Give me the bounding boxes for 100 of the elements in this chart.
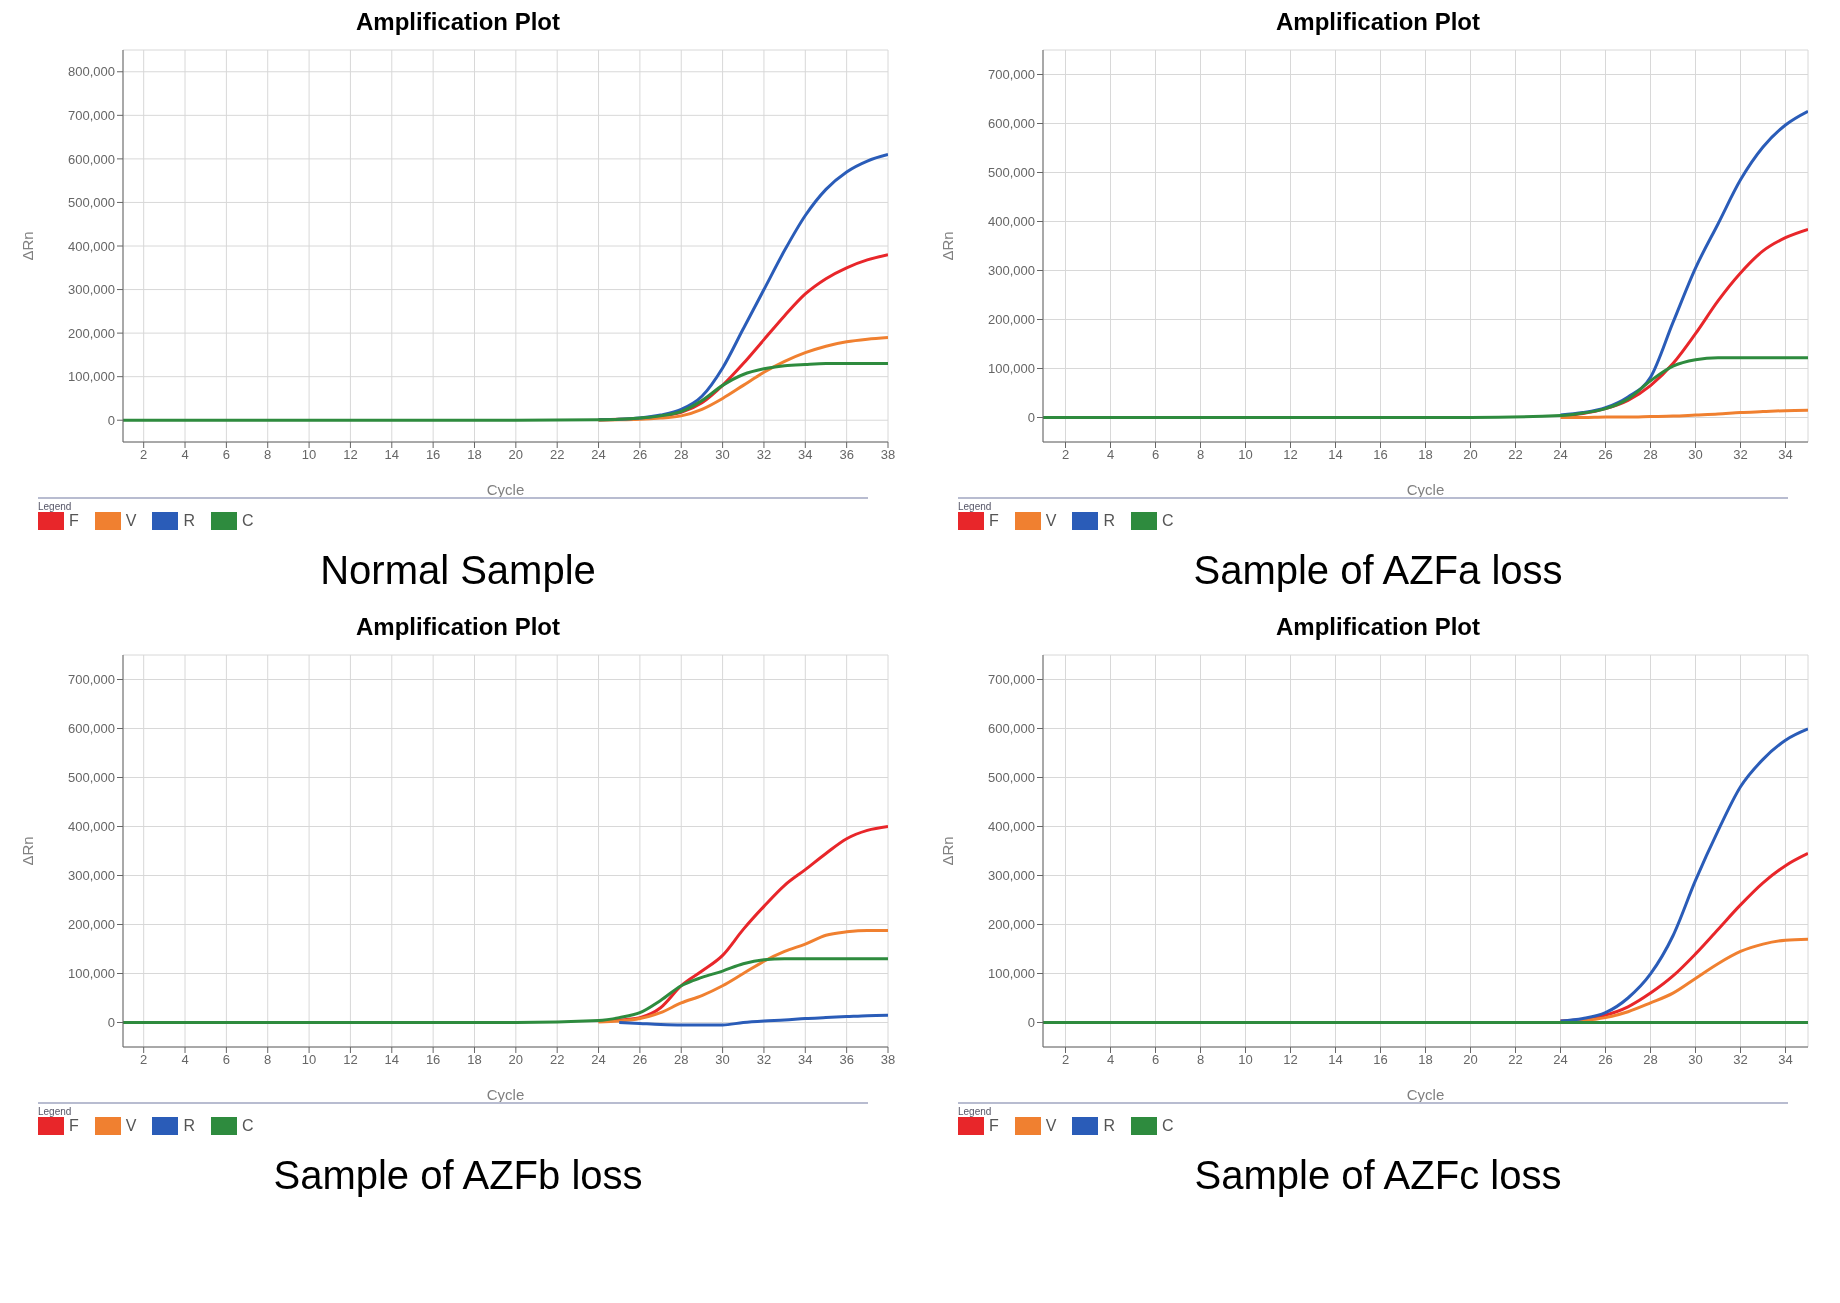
x-tick-label: 18 bbox=[467, 447, 482, 463]
x-tick-label: 34 bbox=[798, 1052, 813, 1068]
x-tick-label: 26 bbox=[1598, 1052, 1613, 1068]
x-tick-label: 8 bbox=[264, 1052, 272, 1068]
y-tick-label: 700,000 bbox=[68, 672, 115, 688]
y-axis-title: ΔRn bbox=[939, 836, 957, 866]
x-tick-label: 36 bbox=[839, 447, 854, 463]
x-tick-label: 26 bbox=[1598, 447, 1613, 463]
x-tick-label: 14 bbox=[1328, 447, 1343, 463]
line-series bbox=[1559, 727, 1808, 1023]
y-tick-label: 0 bbox=[107, 412, 115, 428]
y-tick-label: 0 bbox=[107, 1015, 115, 1031]
y-tick-label: 100,000 bbox=[68, 966, 115, 982]
x-tick-label: 2 bbox=[140, 447, 148, 463]
legend-label: R bbox=[1103, 512, 1116, 530]
y-tick-label: 0 bbox=[1027, 1015, 1035, 1031]
y-tick-label: 400,000 bbox=[68, 819, 115, 835]
x-tick-label: 2 bbox=[140, 1052, 148, 1068]
x-tick-label: 36 bbox=[839, 1052, 854, 1068]
x-tick-label: 34 bbox=[1778, 1052, 1793, 1068]
x-tick-label: 12 bbox=[1283, 1052, 1298, 1068]
line-series bbox=[1043, 356, 1808, 419]
x-tick-label: 16 bbox=[425, 1052, 441, 1068]
y-tick-label: 400,000 bbox=[68, 238, 115, 254]
x-tick-label: 32 bbox=[1733, 1052, 1748, 1068]
x-tick-label: 8 bbox=[1196, 1052, 1205, 1068]
y-tick-label: 500,000 bbox=[988, 770, 1035, 786]
text: Sample of AZFa loss bbox=[1192, 548, 1564, 593]
x-tick-label: 4 bbox=[1106, 447, 1115, 463]
legend-label: C bbox=[242, 1117, 254, 1135]
legend-label: V bbox=[125, 1117, 137, 1135]
legend-title: Legend bbox=[958, 501, 993, 512]
x-tick-label: 28 bbox=[1643, 1052, 1658, 1068]
x-tick-label: 6 bbox=[222, 447, 230, 463]
x-tick-label: 28 bbox=[1643, 447, 1658, 463]
x-tick-label: 10 bbox=[1238, 1052, 1253, 1068]
x-tick-label: 18 bbox=[1418, 447, 1433, 463]
legend-title: Legend bbox=[38, 501, 73, 512]
x-tick-label: 2 bbox=[1061, 1052, 1070, 1068]
y-tick-label: 100,000 bbox=[988, 966, 1035, 982]
line-series bbox=[597, 928, 888, 1024]
x-tick-label: 12 bbox=[343, 447, 358, 463]
y-axis-title: ΔRn bbox=[19, 231, 37, 261]
legend-label: F bbox=[69, 1117, 79, 1135]
x-tick-label: 24 bbox=[591, 1052, 606, 1068]
y-tick-label: 500,000 bbox=[68, 770, 115, 786]
y-tick-label: 600,000 bbox=[68, 721, 115, 737]
y-tick-label: 200,000 bbox=[988, 312, 1035, 328]
y-tick-label: 100,000 bbox=[68, 369, 115, 385]
x-tick-label: 34 bbox=[1778, 447, 1793, 463]
x-tick-label: 32 bbox=[1733, 447, 1748, 463]
x-tick-label: 32 bbox=[756, 447, 772, 463]
x-tick-label: 30 bbox=[715, 1052, 730, 1068]
legend-label: C bbox=[242, 512, 254, 530]
text: Normal Sample bbox=[319, 548, 597, 593]
y-tick-label: 500,000 bbox=[988, 165, 1035, 181]
y-axis-title: ΔRn bbox=[939, 231, 957, 261]
y-tick-label: 700,000 bbox=[68, 107, 115, 123]
y-tick-label: 500,000 bbox=[68, 195, 115, 211]
x-axis-title: Cycle bbox=[486, 481, 525, 498]
legend-label: F bbox=[989, 512, 999, 530]
x-tick-label: 38 bbox=[880, 1052, 896, 1068]
chart-title: Amplification Plot bbox=[355, 613, 561, 641]
x-tick-label: 22 bbox=[549, 1052, 565, 1068]
legend-title: Legend bbox=[38, 1106, 73, 1117]
y-tick-label: 700,000 bbox=[988, 672, 1035, 688]
x-axis-title: Cycle bbox=[1406, 1086, 1445, 1103]
x-tick-label: 22 bbox=[1508, 1052, 1523, 1068]
x-tick-label: 10 bbox=[1238, 447, 1253, 463]
y-tick-label: 400,000 bbox=[988, 819, 1035, 835]
x-tick-label: 8 bbox=[264, 447, 272, 463]
x-tick-label: 20 bbox=[1463, 447, 1478, 463]
x-tick-label: 26 bbox=[632, 447, 648, 463]
x-tick-label: 4 bbox=[181, 447, 189, 463]
legend-label: R bbox=[183, 1117, 196, 1135]
x-tick-label: 4 bbox=[1106, 1052, 1115, 1068]
legend-title: Legend bbox=[958, 1106, 993, 1117]
x-tick-label: 38 bbox=[880, 447, 896, 463]
x-tick-label: 34 bbox=[798, 447, 813, 463]
chart-title: Amplification Plot bbox=[355, 8, 561, 36]
legend-label: C bbox=[1162, 1117, 1174, 1135]
y-tick-label: 300,000 bbox=[68, 282, 115, 298]
x-tick-label: 22 bbox=[1508, 447, 1523, 463]
y-tick-label: 0 bbox=[1027, 410, 1035, 426]
x-tick-label: 16 bbox=[1373, 447, 1388, 463]
legend-label: V bbox=[1045, 1117, 1057, 1135]
x-tick-label: 30 bbox=[1688, 1052, 1703, 1068]
chart-title: Amplification Plot bbox=[1275, 613, 1481, 641]
y-tick-label: 600,000 bbox=[68, 151, 115, 167]
x-tick-label: 2 bbox=[1061, 447, 1070, 463]
y-tick-label: 300,000 bbox=[988, 868, 1035, 884]
x-tick-label: 26 bbox=[632, 1052, 648, 1068]
x-tick-label: 10 bbox=[301, 1052, 317, 1068]
y-tick-label: 100,000 bbox=[988, 361, 1035, 377]
x-tick-label: 28 bbox=[674, 1052, 689, 1068]
line-series bbox=[123, 362, 888, 422]
y-tick-label: 600,000 bbox=[988, 116, 1035, 132]
x-tick-label: 24 bbox=[591, 447, 606, 463]
x-tick-label: 12 bbox=[343, 1052, 358, 1068]
x-tick-label: 10 bbox=[301, 447, 317, 463]
